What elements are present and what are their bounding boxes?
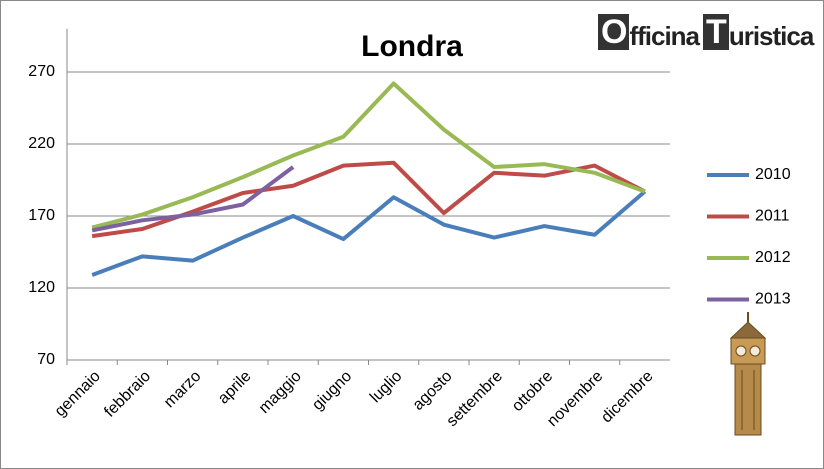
logo: O fficina T uristica <box>598 14 817 50</box>
series-line <box>91 190 647 277</box>
legend-label: 2012 <box>755 249 791 266</box>
series-line <box>91 165 295 233</box>
y-tick-label: 220 <box>28 135 55 152</box>
logo-text: uristica <box>728 21 814 51</box>
big-ben <box>729 312 767 436</box>
y-tick-label: 120 <box>28 279 55 296</box>
legend-label: 2011 <box>755 208 790 225</box>
legend-label: 2010 <box>755 166 791 183</box>
legend-label: 2013 <box>755 291 791 308</box>
y-tick-label: 170 <box>28 207 55 224</box>
chart-title: Londra <box>361 30 463 63</box>
y-tick-label: 270 <box>28 63 55 80</box>
logo-text: fficina <box>629 21 700 51</box>
y-tick-label: 70 <box>37 351 55 368</box>
logo-letter: T <box>703 14 729 50</box>
series-line <box>91 81 646 230</box>
logo-letter: O <box>598 14 630 50</box>
